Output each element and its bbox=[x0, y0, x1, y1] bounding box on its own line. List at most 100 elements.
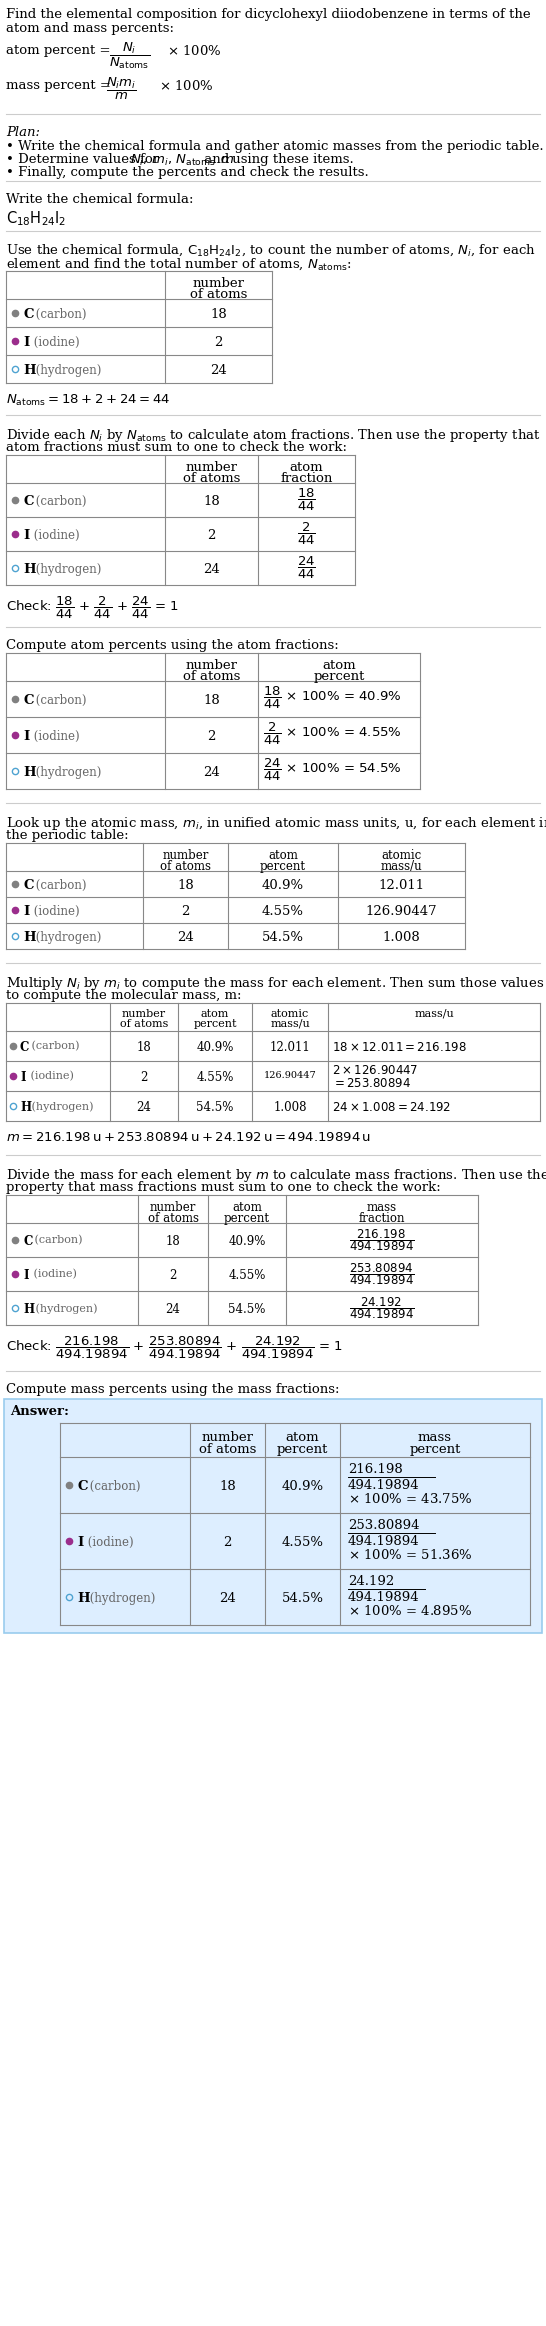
Text: 24: 24 bbox=[177, 930, 194, 944]
Text: $\dfrac{2}{44}$ $\times$ 100% = 4.55%: $\dfrac{2}{44}$ $\times$ 100% = 4.55% bbox=[263, 721, 402, 747]
Text: Use the chemical formula, $\mathrm{C_{18}H_{24}I_2}$, to count the number of ato: Use the chemical formula, $\mathrm{C_{18… bbox=[6, 242, 536, 258]
Text: 2: 2 bbox=[169, 1270, 177, 1282]
Text: $\times$ 100%: $\times$ 100% bbox=[163, 44, 222, 58]
Text: 40.9%: 40.9% bbox=[197, 1042, 234, 1054]
Text: Plan:: Plan: bbox=[6, 126, 40, 140]
Text: $\times$ 100% = 51.36%: $\times$ 100% = 51.36% bbox=[348, 1549, 472, 1563]
Text: number: number bbox=[193, 277, 245, 291]
Text: H: H bbox=[23, 563, 35, 577]
Text: Find the elemental composition for dicyclohexyl diiodobenzene in terms of the: Find the elemental composition for dicyc… bbox=[6, 7, 531, 21]
Text: $\dfrac{24}{44}$: $\dfrac{24}{44}$ bbox=[297, 556, 316, 582]
Text: atom: atom bbox=[268, 849, 298, 863]
Text: (carbon): (carbon) bbox=[86, 1479, 140, 1493]
Text: mass/u: mass/u bbox=[270, 1019, 310, 1028]
Text: 24: 24 bbox=[210, 363, 227, 377]
Text: 24: 24 bbox=[165, 1303, 180, 1317]
Text: mass percent =: mass percent = bbox=[6, 79, 115, 93]
Text: mass/u: mass/u bbox=[381, 861, 422, 872]
Text: 54.5%: 54.5% bbox=[262, 930, 304, 944]
Text: 18: 18 bbox=[203, 693, 220, 707]
Text: (carbon): (carbon) bbox=[32, 307, 86, 321]
Text: (hydrogen): (hydrogen) bbox=[32, 1303, 98, 1314]
Text: 54.5%: 54.5% bbox=[282, 1591, 323, 1605]
Text: I: I bbox=[23, 1270, 28, 1282]
Text: of atoms: of atoms bbox=[183, 670, 240, 684]
Text: $24 \times 1.008 = 24.192$: $24 \times 1.008 = 24.192$ bbox=[332, 1100, 451, 1114]
Text: number: number bbox=[162, 849, 209, 863]
Text: C: C bbox=[20, 1042, 29, 1054]
Text: 18: 18 bbox=[177, 879, 194, 891]
Text: $2 \times 126.90447$: $2 \times 126.90447$ bbox=[332, 1063, 418, 1077]
Text: • Write the chemical formula and gather atomic masses from the periodic table.: • Write the chemical formula and gather … bbox=[6, 140, 544, 154]
Text: (iodine): (iodine) bbox=[30, 905, 80, 919]
Text: 24: 24 bbox=[219, 1591, 236, 1605]
Text: 2: 2 bbox=[181, 905, 189, 919]
Text: $N_{\mathrm{atoms}} = 18 + 2 + 24 = 44$: $N_{\mathrm{atoms}} = 18 + 2 + 24 = 44$ bbox=[6, 393, 170, 407]
Text: $\dfrac{18}{44}$ $\times$ 100% = 40.9%: $\dfrac{18}{44}$ $\times$ 100% = 40.9% bbox=[263, 684, 402, 712]
Text: C: C bbox=[23, 495, 33, 507]
Text: (hydrogen): (hydrogen) bbox=[86, 1591, 156, 1605]
Text: 126.90447: 126.90447 bbox=[366, 905, 437, 919]
Text: mass: mass bbox=[367, 1200, 397, 1214]
Text: I: I bbox=[23, 528, 29, 542]
Text: Multiply $N_i$ by $m_i$ to compute the mass for each element. Then sum those val: Multiply $N_i$ by $m_i$ to compute the m… bbox=[6, 975, 544, 991]
Text: 4.55%: 4.55% bbox=[282, 1535, 323, 1549]
Text: $\dfrac{24}{44}$ $\times$ 100% = 54.5%: $\dfrac{24}{44}$ $\times$ 100% = 54.5% bbox=[263, 756, 402, 784]
Text: of atoms: of atoms bbox=[160, 861, 211, 872]
Text: $\dfrac{N_i}{N_{\mathrm{atoms}}}$: $\dfrac{N_i}{N_{\mathrm{atoms}}}$ bbox=[109, 42, 150, 72]
Text: $\mathrm{C_{18}H_{24}I_2}$: $\mathrm{C_{18}H_{24}I_2}$ bbox=[6, 209, 67, 228]
Text: 2: 2 bbox=[223, 1535, 232, 1549]
Text: the periodic table:: the periodic table: bbox=[6, 828, 129, 842]
Text: 494.19894: 494.19894 bbox=[348, 1479, 420, 1491]
Text: • Determine values for: • Determine values for bbox=[6, 154, 163, 165]
Text: atom percent =: atom percent = bbox=[6, 44, 115, 58]
Text: Compute atom percents using the atom fractions:: Compute atom percents using the atom fra… bbox=[6, 640, 339, 651]
Text: H: H bbox=[23, 363, 35, 377]
Text: $\times$ 100% = 43.75%: $\times$ 100% = 43.75% bbox=[348, 1491, 472, 1505]
Text: of atoms: of atoms bbox=[190, 288, 247, 300]
Text: Divide the mass for each element by $m$ to calculate mass fractions. Then use th: Divide the mass for each element by $m$ … bbox=[6, 1168, 546, 1184]
Text: $\dfrac{253.80894}{494.19894}$: $\dfrac{253.80894}{494.19894}$ bbox=[349, 1261, 415, 1286]
Text: atom: atom bbox=[286, 1430, 319, 1444]
Text: (iodine): (iodine) bbox=[30, 1270, 77, 1279]
Text: 40.9%: 40.9% bbox=[262, 879, 304, 891]
Text: I: I bbox=[23, 730, 29, 742]
Text: H: H bbox=[23, 1303, 34, 1317]
Text: 253.80894: 253.80894 bbox=[348, 1519, 419, 1533]
Text: 18: 18 bbox=[203, 495, 220, 507]
Text: I: I bbox=[23, 335, 29, 349]
Text: (hydrogen): (hydrogen) bbox=[32, 363, 102, 377]
Text: mass/u: mass/u bbox=[414, 1009, 454, 1019]
Text: C: C bbox=[23, 307, 33, 321]
Text: atom: atom bbox=[322, 658, 356, 672]
Text: mass: mass bbox=[418, 1430, 452, 1444]
Text: fraction: fraction bbox=[280, 472, 333, 486]
Text: H: H bbox=[23, 930, 35, 944]
Text: C: C bbox=[23, 1235, 32, 1249]
Text: (carbon): (carbon) bbox=[32, 879, 86, 891]
Text: atomic: atomic bbox=[271, 1009, 309, 1019]
Text: 2: 2 bbox=[140, 1070, 147, 1084]
Text: $\dfrac{216.198}{494.19894}$: $\dfrac{216.198}{494.19894}$ bbox=[349, 1228, 415, 1254]
Text: of atoms: of atoms bbox=[199, 1442, 256, 1456]
Text: Check: $\dfrac{18}{44}$ + $\dfrac{2}{44}$ + $\dfrac{24}{44}$ = 1: Check: $\dfrac{18}{44}$ + $\dfrac{2}{44}… bbox=[6, 595, 179, 621]
Text: 40.9%: 40.9% bbox=[228, 1235, 266, 1249]
Text: C: C bbox=[23, 693, 33, 707]
Text: (iodine): (iodine) bbox=[30, 730, 80, 742]
Text: $\dfrac{N_i m_i}{m}$: $\dfrac{N_i m_i}{m}$ bbox=[106, 77, 136, 102]
Text: C: C bbox=[77, 1479, 87, 1493]
Text: 18: 18 bbox=[219, 1479, 236, 1493]
Text: 2: 2 bbox=[207, 528, 216, 542]
Text: I: I bbox=[23, 905, 29, 919]
Text: 24: 24 bbox=[136, 1100, 151, 1114]
Text: (iodine): (iodine) bbox=[27, 1070, 74, 1082]
Text: 18: 18 bbox=[165, 1235, 180, 1249]
Text: and: and bbox=[200, 154, 234, 165]
Text: 24: 24 bbox=[203, 765, 220, 779]
Text: percent: percent bbox=[313, 670, 365, 684]
Text: 4.55%: 4.55% bbox=[262, 905, 304, 919]
Text: number: number bbox=[186, 658, 238, 672]
Text: atom: atom bbox=[232, 1200, 262, 1214]
Text: • Finally, compute the percents and check the results.: • Finally, compute the percents and chec… bbox=[6, 165, 369, 179]
Text: Write the chemical formula:: Write the chemical formula: bbox=[6, 193, 193, 207]
